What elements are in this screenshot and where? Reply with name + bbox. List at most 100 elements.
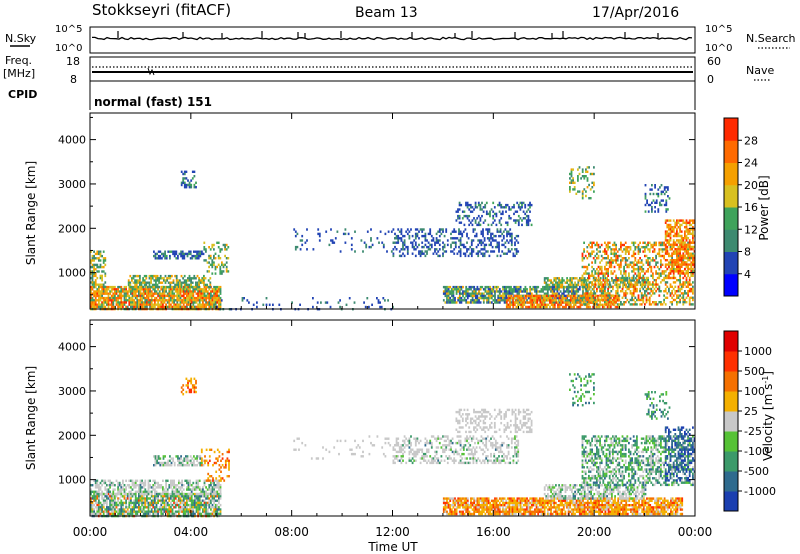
heatmap-cell bbox=[195, 296, 198, 300]
heatmap-cell bbox=[213, 257, 215, 260]
heatmap-cell bbox=[655, 241, 657, 244]
heatmap-cell bbox=[202, 305, 204, 309]
heatmap-cell bbox=[674, 221, 677, 224]
heatmap-cell bbox=[637, 272, 640, 275]
heatmap-cell bbox=[452, 292, 455, 295]
heatmap-cell bbox=[655, 270, 657, 273]
heatmap-cell bbox=[158, 296, 161, 300]
heatmap-cell bbox=[104, 274, 107, 278]
heatmap-cell bbox=[562, 290, 565, 293]
heatmap-cell bbox=[141, 303, 143, 306]
heatmap-cell bbox=[505, 221, 507, 224]
heatmap-cell bbox=[604, 248, 606, 251]
heatmap-cell bbox=[661, 243, 664, 247]
heatmap-cell bbox=[152, 292, 155, 295]
heatmap-cell bbox=[510, 301, 512, 304]
heatmap-cell bbox=[421, 252, 424, 255]
heatmap-cell bbox=[197, 254, 200, 258]
heatmap-cell bbox=[669, 259, 672, 262]
heatmap-cell bbox=[674, 290, 677, 293]
heatmap-cell bbox=[450, 243, 452, 247]
heatmap-cell bbox=[99, 274, 102, 278]
heatmap-cell bbox=[524, 203, 527, 207]
heatmap-cell bbox=[96, 252, 99, 256]
heatmap-cell bbox=[350, 248, 353, 251]
heatmap-cell bbox=[143, 281, 146, 284]
heatmap-cell bbox=[186, 252, 189, 256]
heatmap-cell bbox=[680, 230, 683, 233]
heatmap-cell bbox=[508, 288, 511, 291]
heatmap-cell bbox=[459, 254, 462, 258]
heatmap-cell bbox=[600, 259, 603, 262]
heatmap-cell bbox=[688, 303, 691, 306]
heatmap-cell bbox=[411, 234, 414, 238]
heatmap-cell bbox=[515, 301, 518, 304]
heatmap-cell bbox=[176, 290, 179, 293]
heatmap-cell bbox=[447, 290, 450, 293]
heatmap-cell bbox=[458, 208, 461, 211]
heatmap-cell bbox=[676, 259, 678, 262]
heatmap-cell bbox=[457, 285, 460, 289]
heatmap-cell bbox=[449, 299, 452, 302]
heatmap-cell bbox=[539, 303, 542, 306]
heatmap-cell bbox=[134, 283, 136, 287]
heatmap-cell bbox=[669, 223, 672, 227]
heatmap-cell bbox=[634, 241, 637, 244]
heatmap-cell bbox=[588, 263, 590, 266]
heatmap-cell bbox=[184, 512, 187, 516]
heatmap-cell bbox=[450, 292, 453, 295]
heatmap-cell bbox=[125, 503, 127, 507]
heatmap-cell bbox=[459, 239, 462, 242]
heatmap-cell bbox=[612, 279, 615, 282]
heatmap-cell bbox=[110, 506, 113, 509]
heatmap-cell bbox=[623, 281, 626, 284]
heatmap-cell bbox=[511, 290, 514, 293]
heatmap-cell bbox=[682, 292, 685, 295]
heatmap-cell bbox=[185, 177, 188, 180]
heatmap-cell bbox=[551, 290, 554, 293]
heatmap-cell bbox=[526, 288, 528, 291]
heatmap-cell bbox=[608, 261, 611, 264]
heatmap-cell bbox=[488, 228, 491, 231]
heatmap-cell bbox=[167, 285, 170, 289]
heatmap-cell bbox=[90, 510, 92, 513]
heatmap-cell bbox=[640, 303, 643, 306]
heatmap-cell bbox=[586, 170, 589, 173]
heatmap-cell bbox=[102, 257, 105, 260]
heatmap-cell bbox=[471, 290, 474, 293]
heatmap-cell bbox=[112, 506, 115, 509]
heatmap-cell bbox=[666, 226, 669, 229]
heatmap-cell bbox=[664, 283, 667, 286]
heatmap-cell bbox=[570, 168, 573, 171]
heatmap-cell bbox=[522, 290, 525, 293]
heatmap-cell bbox=[581, 285, 584, 288]
heatmap-cell bbox=[653, 292, 656, 295]
heatmap-cell bbox=[221, 272, 223, 275]
heatmap-cell bbox=[117, 508, 119, 511]
heatmap-cell bbox=[586, 292, 589, 295]
heatmap-cell bbox=[569, 279, 572, 282]
heatmap-cell bbox=[99, 512, 102, 516]
heatmap-cell bbox=[615, 281, 617, 284]
heatmap-cell bbox=[194, 257, 197, 260]
heatmap-cell bbox=[608, 292, 611, 295]
nsky-panel-frame bbox=[89, 26, 696, 54]
heatmap-cell bbox=[196, 285, 199, 289]
heatmap-cell bbox=[131, 294, 134, 298]
heatmap-cell bbox=[684, 250, 686, 253]
heatmap-cell bbox=[583, 250, 585, 253]
heatmap-cell bbox=[509, 303, 511, 306]
heatmap-cell bbox=[143, 279, 146, 282]
heatmap-cell bbox=[543, 292, 546, 295]
heatmap-cell bbox=[647, 243, 649, 247]
heatmap-cell bbox=[585, 294, 588, 298]
heatmap-cell bbox=[634, 287, 637, 291]
heatmap-cell bbox=[604, 301, 606, 304]
heatmap-cell bbox=[626, 265, 629, 269]
heatmap-cell bbox=[616, 305, 619, 309]
heatmap-cell bbox=[539, 294, 542, 298]
heatmap-cell bbox=[203, 259, 206, 262]
heatmap-cell bbox=[120, 296, 123, 300]
heatmap-cell bbox=[583, 241, 585, 244]
heatmap-cell bbox=[494, 296, 496, 300]
